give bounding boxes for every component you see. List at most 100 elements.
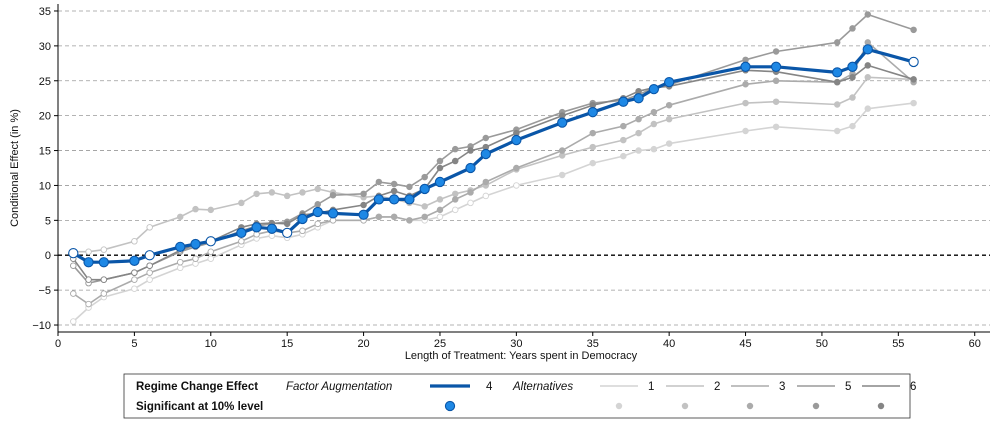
y-tick-label: 25 [39, 76, 51, 88]
data-point [422, 174, 428, 180]
data-point [284, 193, 290, 199]
data-point [452, 158, 458, 164]
data-point [483, 179, 489, 185]
data-point [298, 214, 307, 223]
series-2 [70, 74, 916, 254]
legend-row1-title: Regime Change Effect [136, 381, 258, 393]
data-point [909, 57, 918, 66]
data-point [284, 221, 290, 227]
data-point [300, 228, 306, 234]
data-point [665, 78, 674, 87]
series-line-3 [73, 42, 913, 304]
data-point [376, 214, 382, 220]
data-point [468, 190, 474, 196]
legend-main-label: 4 [486, 381, 493, 393]
data-point [833, 68, 842, 77]
data-point [435, 177, 444, 186]
data-point [651, 121, 657, 127]
legend-alt-label-3: 3 [779, 381, 785, 393]
data-point [390, 195, 399, 204]
data-point [132, 238, 138, 244]
data-point [590, 144, 596, 150]
data-point [773, 78, 779, 84]
data-point [422, 214, 428, 220]
data-point [101, 247, 107, 253]
data-point [483, 193, 489, 199]
x-tick-label: 60 [969, 338, 981, 350]
data-point [863, 45, 872, 54]
data-point [850, 95, 856, 101]
legend-alt-label-2: 2 [714, 381, 720, 393]
data-point [621, 153, 627, 159]
data-point [634, 94, 643, 103]
data-point [865, 12, 871, 18]
data-point [361, 191, 367, 197]
legend-alt-label-6: 6 [910, 381, 916, 393]
data-point [191, 239, 200, 248]
data-point [193, 206, 199, 212]
data-point [743, 81, 749, 87]
x-tick-label: 5 [131, 338, 137, 350]
data-point [208, 249, 214, 255]
data-point [850, 74, 856, 80]
data-point [911, 77, 917, 83]
data-point [590, 160, 596, 166]
data-point [619, 97, 628, 106]
data-point [514, 165, 520, 171]
data-point [283, 228, 292, 237]
data-point [621, 137, 627, 143]
data-point [132, 286, 138, 292]
data-point [452, 146, 458, 152]
data-point [86, 277, 92, 283]
data-point [315, 221, 321, 227]
legend-alt-label-5: 5 [845, 381, 851, 393]
data-point [834, 102, 840, 108]
data-point [452, 197, 458, 203]
data-point [865, 63, 871, 69]
x-tick-label: 25 [434, 338, 446, 350]
data-point [359, 210, 368, 219]
x-tick-label: 45 [739, 338, 751, 350]
series-4 [69, 45, 919, 267]
data-point [177, 265, 183, 271]
data-point [468, 148, 474, 154]
legend-alt-marker-5 [813, 403, 819, 409]
data-point [512, 135, 521, 144]
data-point [911, 27, 917, 33]
axes: −10 −5 0 5 10 15 20 25 30 35 0 5 10 15 20 25 30 35 40 45 50 5… [32, 4, 990, 350]
data-point [177, 259, 183, 265]
x-tick-label: 55 [892, 338, 904, 350]
y-tick-label: 30 [39, 41, 51, 53]
x-tick-label: 35 [587, 338, 599, 350]
data-point [101, 277, 107, 283]
data-point [70, 319, 76, 325]
data-point [391, 214, 397, 220]
series-1 [70, 100, 916, 324]
data-point [86, 249, 92, 255]
data-point [666, 102, 672, 108]
data-point [636, 130, 642, 136]
y-tick-label: 20 [39, 111, 51, 123]
data-point [559, 148, 565, 154]
data-point [69, 249, 78, 258]
data-point [666, 141, 672, 147]
data-point [70, 291, 76, 297]
data-point [850, 26, 856, 32]
legend-alt-label-1: 1 [648, 381, 654, 393]
legend-alternatives-label: Alternatives [512, 381, 573, 393]
x-tick-label: 10 [205, 338, 217, 350]
data-point [391, 188, 397, 194]
data-point [407, 184, 413, 190]
data-point [437, 197, 443, 203]
data-point [636, 148, 642, 154]
data-point [407, 218, 413, 224]
legend-alt-marker-3 [747, 403, 753, 409]
data-point [452, 191, 458, 197]
data-point [252, 223, 261, 232]
data-point [437, 165, 443, 171]
data-point [558, 118, 567, 127]
data-point [315, 201, 321, 207]
data-point [300, 190, 306, 196]
y-tick-label: 15 [39, 146, 51, 158]
